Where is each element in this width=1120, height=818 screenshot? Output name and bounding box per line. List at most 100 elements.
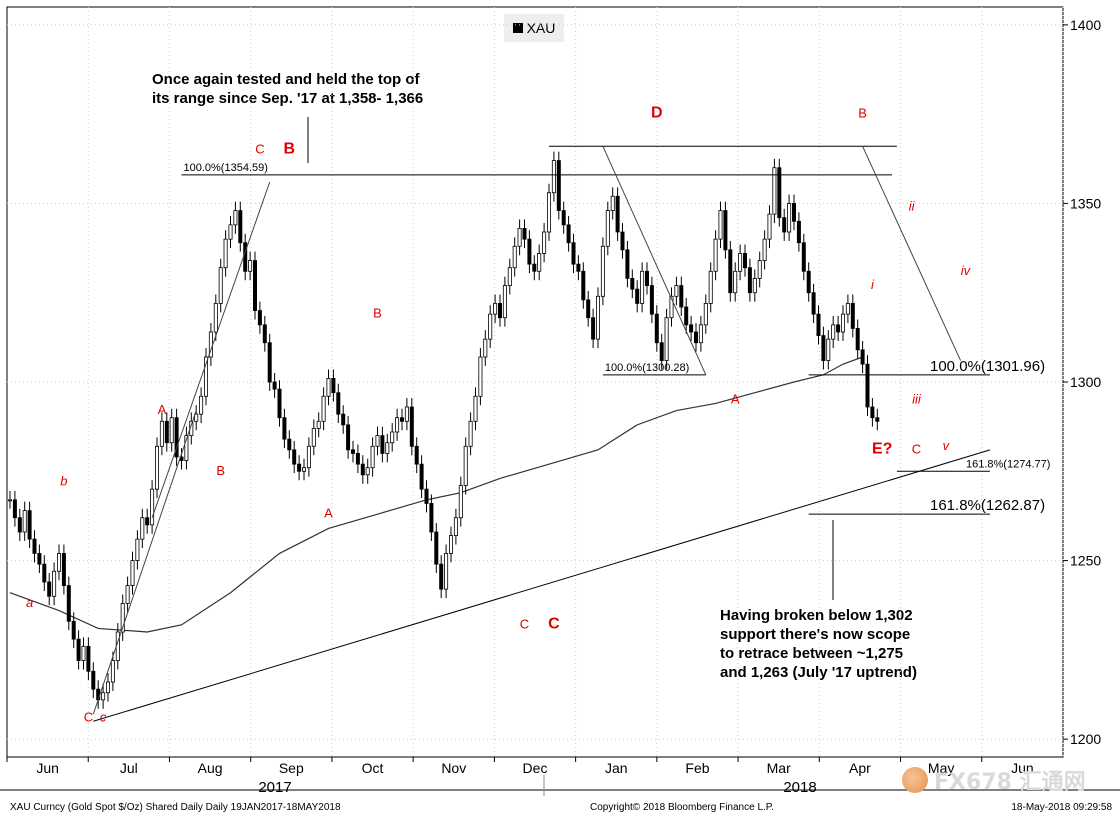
candle-body [806,270,811,294]
candle-body [316,420,321,429]
candle-body [22,510,27,533]
candle-body [625,249,630,279]
x-tick-label: Jun [1011,760,1034,776]
candle-body [301,467,306,472]
candle-body [228,224,233,240]
candle-body [743,253,748,269]
candle-body [502,285,507,319]
candle-body [262,324,267,344]
level-label: 161.8%(1274.77) [966,458,1050,470]
trend-lines [92,146,991,722]
candle-body [321,395,326,422]
candle-body [870,406,875,419]
wave-label: v [943,438,951,453]
candle-body [52,570,57,597]
candle-body [448,535,453,554]
x-tick-label: Apr [849,760,871,776]
candle-body [640,270,645,304]
candle-body [326,378,331,397]
level-label: 100.0%(1354.59) [184,162,268,174]
watermark: FX678 汇通网 [902,764,1086,796]
candle-body [370,445,375,469]
candle-body [796,220,801,244]
candle-body [483,338,488,358]
candle-body [439,563,444,590]
candle-body [542,231,547,254]
candle-body [718,210,723,240]
wave-label: C [84,709,93,724]
candle-body [110,660,115,683]
candle-body [218,267,223,304]
candle-body [762,238,767,261]
x-tick-label: Jul [120,760,138,776]
x-tick-label: Dec [523,760,548,776]
candle-body [125,585,130,604]
candle-body [346,424,351,451]
candle-body [738,253,743,272]
candle-body [728,249,733,294]
candle-body [630,278,635,290]
candle-body [57,553,62,572]
candle-body [620,231,625,251]
bottom-annotation-line: support there's now scope [720,626,911,643]
candle-body [257,310,262,326]
wave-label: A [324,506,333,521]
candle-body [698,324,703,344]
bottom-annotation-line: and 1,263 (July '17 uptrend) [720,664,917,681]
candle-body [86,645,91,672]
candle-body [12,499,17,519]
candle-body [159,420,164,447]
candle-body [684,306,689,326]
x-tick-label: Jan [605,760,628,776]
candle-body [586,299,591,319]
candle-body [865,363,870,408]
y-axis-ticks: 1200 1250 1300 1350 1400 [1063,17,1101,747]
candle-body [419,463,424,490]
candle-body [497,303,502,319]
candle-body [184,435,189,461]
candle-body [527,238,532,265]
wave-line [151,181,271,518]
candle-body [635,288,640,304]
wave-label: iv [961,263,972,278]
candle-body [591,317,596,340]
candle-body [150,488,155,526]
candle-body [311,428,316,447]
candle-body [664,317,669,361]
candle-body [757,260,762,279]
top-annotation: Once again tested and held the top of it… [152,70,482,108]
watermark-text: FX678 汇通网 [934,770,1086,795]
candle-body [463,445,468,486]
candle-body [380,435,385,454]
candle-body [468,420,473,447]
wave-line [862,146,962,361]
wave-label: b [60,474,67,489]
x-tick-label: Aug [198,760,223,776]
candle-body [390,431,395,444]
candle-body [135,538,140,561]
x-tick-label: Nov [441,760,466,776]
candle-body [399,417,404,422]
bottom-annotation-line: to retrace between ~1,275 [720,645,904,662]
candle-body [713,238,718,272]
candle-body [767,213,772,240]
candle-body [203,356,208,397]
candle-body [669,295,674,319]
candle-body [365,467,370,476]
candle-body [576,263,581,272]
footer-right: 18-May-2018 09:29:58 [1011,802,1112,813]
candle-body [654,313,659,344]
candle-body [140,517,145,540]
level-label: 161.8%(1262.87) [930,497,1045,514]
candle-body [252,260,257,311]
y-tick-label: 1250 [1070,553,1101,569]
candle-body [645,270,650,286]
candle-body [409,406,414,447]
candle-body [512,245,517,269]
candle-body [164,420,169,444]
wave-label: i [871,277,875,292]
candle-body [248,260,253,272]
candle-body [561,210,566,226]
candle-body [488,313,493,340]
